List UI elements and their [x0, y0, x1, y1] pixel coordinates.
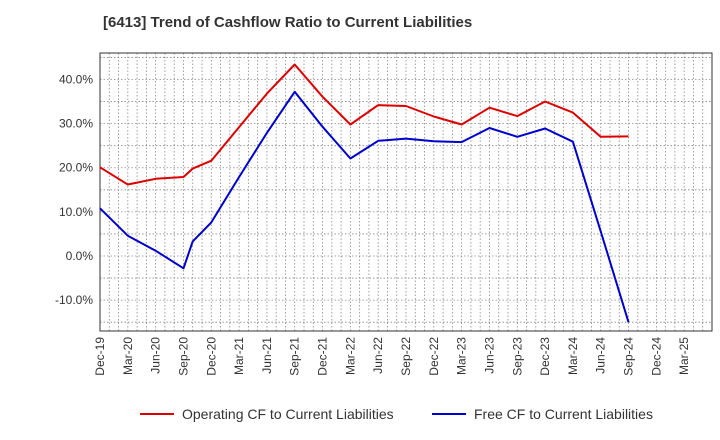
x-tick-label: Jun-22	[371, 337, 385, 374]
x-tick-label: Dec-24	[649, 337, 663, 376]
x-tick-label: Dec-19	[93, 337, 107, 376]
x-axis-tick-labels: Dec-19 Mar-20 Jun-20 Sep-20 Dec-20 Mar-21 Jun-…	[93, 337, 691, 376]
y-axis-tick-labels: -10.0% 0.0% 10.0% 20.0% 30.0% 40.0%	[55, 72, 93, 307]
x-tick-label: Jun-20	[149, 337, 163, 374]
x-tick-label: Mar-25	[677, 337, 691, 375]
y-tick-label: 40.0%	[59, 72, 93, 86]
vertical-gridlines	[108, 53, 704, 331]
x-tick-label: Jun-24	[594, 337, 608, 374]
x-tick-label: Sep-23	[510, 337, 524, 376]
plot-frame	[99, 52, 713, 332]
y-tick-label: -10.0%	[55, 293, 93, 307]
legend-label: Operating CF to Current Liabilities	[182, 406, 394, 422]
x-tick-label: Mar-20	[121, 337, 135, 375]
horizontal-gridlines	[100, 57, 712, 323]
legend: Operating CF to Current Liabilities Free …	[140, 406, 653, 422]
series-line-operating-cf	[99, 63, 629, 186]
y-tick-label: 20.0%	[59, 161, 93, 175]
series-line-free-cf	[99, 90, 630, 323]
x-tick-label: Sep-20	[176, 337, 190, 376]
y-tick-label: 30.0%	[59, 117, 93, 131]
x-tick-label: Jun-23	[482, 337, 496, 374]
x-tick-label: Jun-21	[260, 337, 274, 374]
x-tick-label: Sep-22	[399, 337, 413, 376]
chart-title: [6413] Trend of Cashflow Ratio to Curren…	[103, 14, 473, 31]
series-lines	[99, 63, 630, 323]
x-tick-label: Dec-22	[427, 337, 441, 376]
y-tick-label: 0.0%	[66, 249, 94, 263]
x-tick-label: Dec-23	[538, 337, 552, 376]
x-tick-label: Mar-23	[455, 337, 469, 375]
x-tick-label: Mar-24	[566, 337, 580, 375]
x-tick-label: Dec-21	[316, 337, 330, 376]
plot-area	[100, 53, 712, 331]
x-tick-label: Sep-21	[288, 337, 302, 376]
y-tick-label: 10.0%	[59, 205, 93, 219]
x-tick-label: Mar-22	[343, 337, 357, 375]
x-tick-label: Mar-21	[232, 337, 246, 375]
x-tick-label: Sep-24	[622, 337, 636, 376]
legend-label: Free CF to Current Liabilities	[474, 406, 653, 422]
x-tick-label: Dec-20	[204, 337, 218, 376]
